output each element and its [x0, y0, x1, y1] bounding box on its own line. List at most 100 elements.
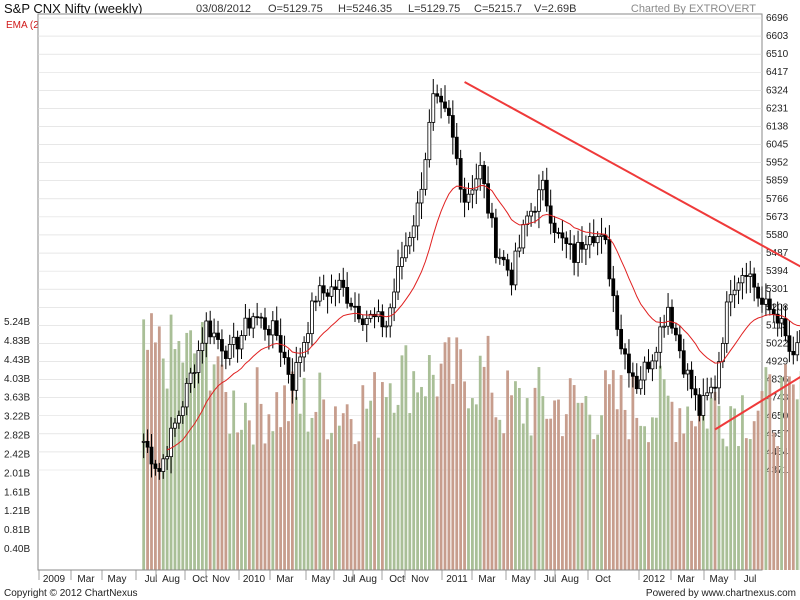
candle-body	[184, 382, 189, 408]
volume-bar	[561, 436, 564, 570]
volume-bar	[686, 406, 690, 570]
candle-body	[595, 236, 600, 244]
candle-body	[666, 306, 670, 327]
candle-body	[552, 222, 557, 233]
candle-body	[169, 427, 173, 458]
volume-bar	[784, 364, 787, 570]
candle-body	[317, 285, 322, 302]
volume-bar	[525, 398, 529, 570]
time-axis-tick: Aug	[561, 574, 579, 585]
volume-bar	[392, 412, 396, 570]
price-axis-tick: 4836	[766, 375, 789, 386]
volume-bar	[568, 378, 572, 570]
time-axis-tick: Mar	[77, 574, 95, 585]
volume-bar	[651, 417, 654, 570]
candle-body	[497, 256, 502, 259]
volume-bar	[787, 376, 791, 570]
candle-body	[670, 306, 674, 329]
price-axis-tick: 6696	[766, 13, 789, 24]
candle-body	[646, 361, 651, 370]
volume-bar	[725, 446, 729, 570]
candle-body	[325, 292, 330, 297]
volume-bar	[705, 428, 709, 570]
candle-body	[153, 463, 158, 469]
volume-bar	[658, 365, 662, 570]
volume-bar	[361, 385, 365, 570]
volume-bar	[267, 414, 271, 570]
volume-bar	[643, 426, 646, 570]
candle-body	[795, 342, 800, 356]
candle-body	[235, 336, 240, 350]
price-axis-tick: 6417	[766, 67, 789, 78]
candle-body	[748, 273, 753, 277]
candle-body	[501, 256, 506, 261]
candle-body	[364, 318, 369, 326]
volume-bar	[318, 372, 322, 570]
candle-body	[771, 309, 776, 315]
candle-body	[717, 361, 721, 389]
candle-body	[439, 95, 443, 103]
candle-body	[627, 353, 631, 374]
candle-body	[274, 320, 279, 336]
time-axis-tick: Nov	[212, 574, 230, 585]
candle-body	[681, 350, 686, 375]
price-axis-tick: 6324	[766, 85, 789, 96]
candle-body	[180, 406, 185, 416]
volume-bar	[529, 435, 533, 570]
volume-bar	[549, 418, 553, 570]
candle-body	[490, 212, 494, 219]
candle-body	[591, 236, 596, 244]
volume-bar	[690, 420, 693, 570]
volume-bar	[388, 383, 392, 570]
volume-bar	[447, 337, 451, 570]
volume-bar	[494, 417, 498, 570]
candle-body	[658, 326, 663, 353]
volume-bar	[521, 423, 525, 570]
candle-body	[173, 422, 177, 429]
volume-bar	[623, 409, 627, 570]
volume-bar	[314, 411, 318, 570]
volume-bar	[545, 418, 549, 570]
volume-bar	[600, 415, 603, 570]
volume-bar	[431, 374, 435, 570]
volume-axis-tick: 1.61B	[4, 487, 30, 498]
candle-body	[736, 282, 741, 291]
time-axis-tick: Oct	[192, 574, 208, 585]
volume-bar	[635, 417, 639, 570]
volume-bar	[478, 355, 482, 570]
time-axis-tick: Jul	[544, 574, 557, 585]
candle-body	[724, 301, 729, 344]
volume-bar	[330, 432, 333, 570]
volume-bar	[463, 381, 466, 570]
volume-bar	[627, 439, 631, 570]
candle-body	[450, 115, 455, 138]
volume-bar	[294, 396, 298, 570]
volume-bar	[204, 335, 208, 570]
volume-axis-tick: 0.81B	[4, 525, 30, 536]
volume-bar	[185, 332, 189, 570]
volume-bar	[471, 398, 474, 570]
time-axis-tick: May	[312, 574, 331, 585]
time-axis-tick: Mar	[276, 574, 294, 585]
volume-bar	[306, 431, 310, 570]
price-axis-tick: 4650	[766, 411, 789, 422]
volume-bar	[631, 373, 635, 570]
volume-bar	[557, 399, 560, 570]
volume-bar	[764, 367, 768, 570]
candle-body	[415, 202, 420, 227]
volume-bar	[604, 370, 607, 570]
volume-bar	[553, 400, 556, 570]
volume-bar	[506, 370, 510, 570]
volume-bar	[678, 408, 682, 570]
volume-bar	[353, 444, 357, 570]
candle-body	[407, 237, 412, 247]
price-axis-tick: 5673	[766, 212, 789, 223]
candle-body	[513, 250, 518, 286]
volume-axis-tick: 4.03B	[4, 374, 30, 385]
volume-bar	[349, 419, 353, 570]
candle-body	[165, 456, 170, 460]
candle-body	[341, 279, 346, 288]
candle-body	[580, 241, 584, 250]
